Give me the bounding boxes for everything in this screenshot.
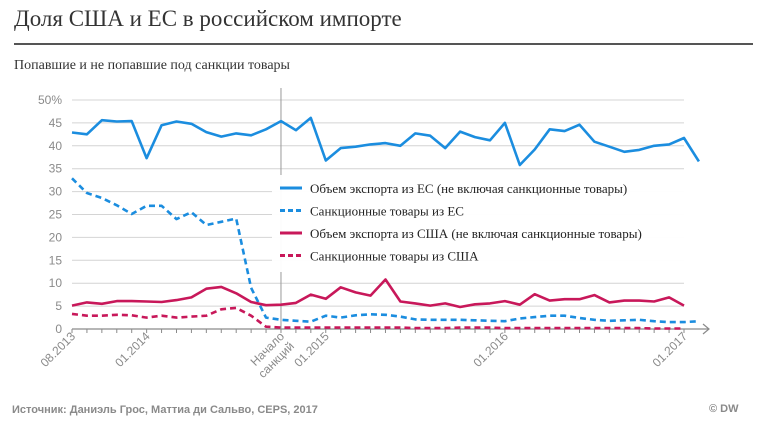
x-tick-label: 01.2015	[291, 329, 332, 370]
y-tick-label: 40	[49, 139, 63, 153]
series-line-dashed	[71, 177, 699, 324]
source-note: Источник: Даниэль Грос, Маттиа ди Сальво…	[12, 404, 318, 416]
page-title: Доля США и ЕС в российском импорте	[14, 6, 402, 31]
dw-logo: © DW	[709, 403, 739, 415]
x-tick-label-line: 01.2017	[650, 329, 691, 370]
x-tick-label-text: 01.2014	[112, 329, 153, 370]
x-tick-label-text: Началосанкций	[245, 329, 297, 381]
x-tick-label-line: 01.2015	[291, 329, 332, 370]
y-tick-label: 35	[49, 162, 63, 176]
y-tick-label: 10	[49, 276, 63, 290]
y-tick-label: 0	[55, 322, 62, 336]
series-line	[71, 116, 700, 167]
y-tick-label: 50%	[38, 93, 62, 107]
legend-box	[272, 175, 688, 272]
y-tick-label: 30	[49, 185, 63, 199]
x-tick-label: Началосанкций	[245, 329, 297, 381]
x-tick-label: 01.2014	[112, 329, 153, 370]
legend-label: Санкционные товары из США	[310, 249, 479, 264]
x-tick-label-text: 01.2017	[650, 329, 691, 370]
series-line	[71, 278, 685, 309]
y-tick-label: 20	[49, 230, 63, 244]
y-tick-label: 15	[49, 253, 63, 267]
x-axis-arrow	[702, 323, 710, 335]
x-tick-label-line: 01.2014	[112, 329, 153, 370]
y-tick-label: 5	[55, 299, 62, 313]
x-tick-label: 01.2016	[470, 329, 511, 370]
x-tick-label-text: 01.2016	[470, 329, 511, 370]
x-tick-label: 01.2017	[650, 329, 691, 370]
x-tick-label-line: 01.2016	[470, 329, 511, 370]
legend-label: Санкционные товары из ЕС	[310, 204, 464, 219]
series-line-dashed	[71, 306, 684, 330]
y-tick-label: 25	[49, 208, 63, 222]
legend-label: Объем экспорта из США (не включая санкци…	[310, 226, 642, 241]
x-tick-label-text: 01.2015	[291, 329, 332, 370]
chart-subtitle: Попавшие и не попавшие под санкции товар…	[14, 58, 290, 73]
legend-label: Объем экспорта из ЕС (не включая санкцио…	[310, 181, 627, 196]
title-divider	[14, 43, 753, 45]
y-tick-label: 45	[49, 116, 63, 130]
